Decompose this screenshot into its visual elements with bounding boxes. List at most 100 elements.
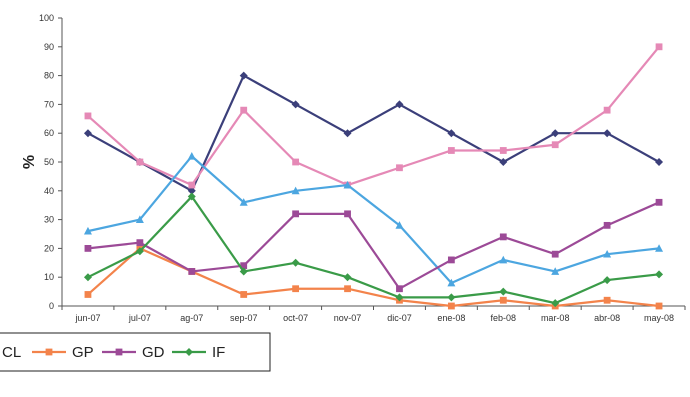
data-point [344, 210, 351, 218]
data-point [499, 147, 507, 154]
series-line [87, 74, 660, 192]
series-line [87, 155, 660, 285]
data-point [655, 158, 664, 166]
series-line [87, 247, 660, 308]
data-point [240, 262, 248, 270]
data-point [655, 302, 663, 310]
data-point [603, 276, 612, 285]
legend-label: CL [2, 344, 21, 361]
data-point [291, 258, 300, 267]
series-line [87, 201, 660, 290]
data-point [499, 296, 507, 304]
data-point [655, 244, 664, 252]
series-line [87, 46, 660, 187]
data-point [395, 100, 404, 109]
data-point [447, 293, 456, 302]
data-point [239, 198, 248, 206]
data-point [603, 249, 612, 258]
data-point [603, 296, 611, 304]
data-point [292, 158, 300, 166]
y-tick-label: 40 [44, 186, 54, 196]
data-point [395, 221, 404, 229]
data-point [84, 112, 92, 120]
legend-entry-gd: GD [102, 344, 165, 361]
data-point [603, 106, 611, 114]
x-tick-label: oct-07 [283, 313, 308, 323]
x-tick-label: nov-07 [334, 313, 362, 323]
data-point [187, 152, 196, 160]
data-point [239, 267, 248, 276]
data-point [83, 129, 92, 138]
data-point [551, 250, 559, 258]
y-tick-label: 50 [44, 157, 54, 167]
data-point [447, 278, 456, 287]
data-point [240, 106, 248, 114]
data-point [84, 291, 92, 298]
data-point [343, 273, 352, 282]
data-point [292, 210, 300, 218]
series-unnamed-1 [84, 43, 663, 189]
data-point [344, 285, 351, 293]
data-point [343, 180, 352, 189]
x-tick-label: sep-07 [230, 313, 258, 323]
x-tick-label: jul-07 [128, 313, 151, 323]
y-tick-label: 100 [39, 13, 54, 23]
series-cl [83, 152, 664, 287]
y-tick-label: 70 [44, 99, 54, 109]
data-point [343, 129, 352, 138]
legend: CL GP GD IF [0, 332, 271, 372]
series-if [83, 192, 664, 308]
data-point [395, 293, 404, 302]
data-point [291, 186, 300, 195]
x-tick-label: ene-08 [437, 313, 465, 323]
data-point [499, 233, 507, 241]
x-tick-label: may-08 [644, 313, 674, 323]
series-line [87, 195, 660, 305]
x-tick-label: abr-08 [594, 313, 620, 323]
data-point [447, 256, 455, 264]
legend-label: IF [212, 344, 225, 361]
data-point [396, 164, 403, 172]
legend-swatch-marker [115, 348, 123, 356]
x-tick-label: mar-08 [541, 313, 570, 323]
data-point [447, 129, 456, 138]
x-tick-label: feb-08 [491, 313, 517, 323]
series-layer [83, 43, 664, 310]
y-tick-label: 10 [44, 272, 54, 282]
y-tick-label: 60 [44, 128, 54, 138]
data-point [136, 239, 144, 247]
data-point [499, 287, 508, 296]
data-point [603, 129, 612, 138]
x-tick-label: dic-07 [387, 313, 412, 323]
data-point [551, 299, 560, 308]
data-point [291, 100, 300, 109]
data-point [551, 141, 559, 149]
data-point [499, 255, 508, 264]
legend-entry-cl: CL [2, 344, 21, 361]
data-point [239, 71, 248, 80]
data-point [83, 273, 92, 282]
chart-axes: 0 10 20 30 40 50 60 70 80 90 100 jun-07 jul-07 ag-07 s… [39, 13, 686, 323]
data-point [188, 181, 196, 189]
legend-label: GP [72, 344, 94, 361]
x-tick-label: ag-07 [180, 313, 203, 323]
data-point [136, 158, 144, 166]
data-point [135, 215, 144, 223]
data-point [655, 198, 663, 206]
legend-swatch-marker [185, 348, 193, 356]
y-tick-label: 30 [44, 215, 54, 225]
series-gd [84, 198, 663, 293]
data-point [499, 158, 508, 166]
y-tick-label: 20 [44, 243, 54, 253]
y-tick-label: 0 [49, 301, 54, 311]
x-tick-label: jun-07 [74, 313, 100, 323]
y-tick-label: 80 [44, 71, 54, 81]
data-point [135, 247, 144, 256]
legend-entry-if: IF [172, 344, 225, 361]
data-point [396, 285, 403, 293]
data-point [655, 43, 663, 51]
data-point [551, 267, 560, 275]
data-point [447, 302, 455, 310]
series-gp [84, 245, 663, 310]
